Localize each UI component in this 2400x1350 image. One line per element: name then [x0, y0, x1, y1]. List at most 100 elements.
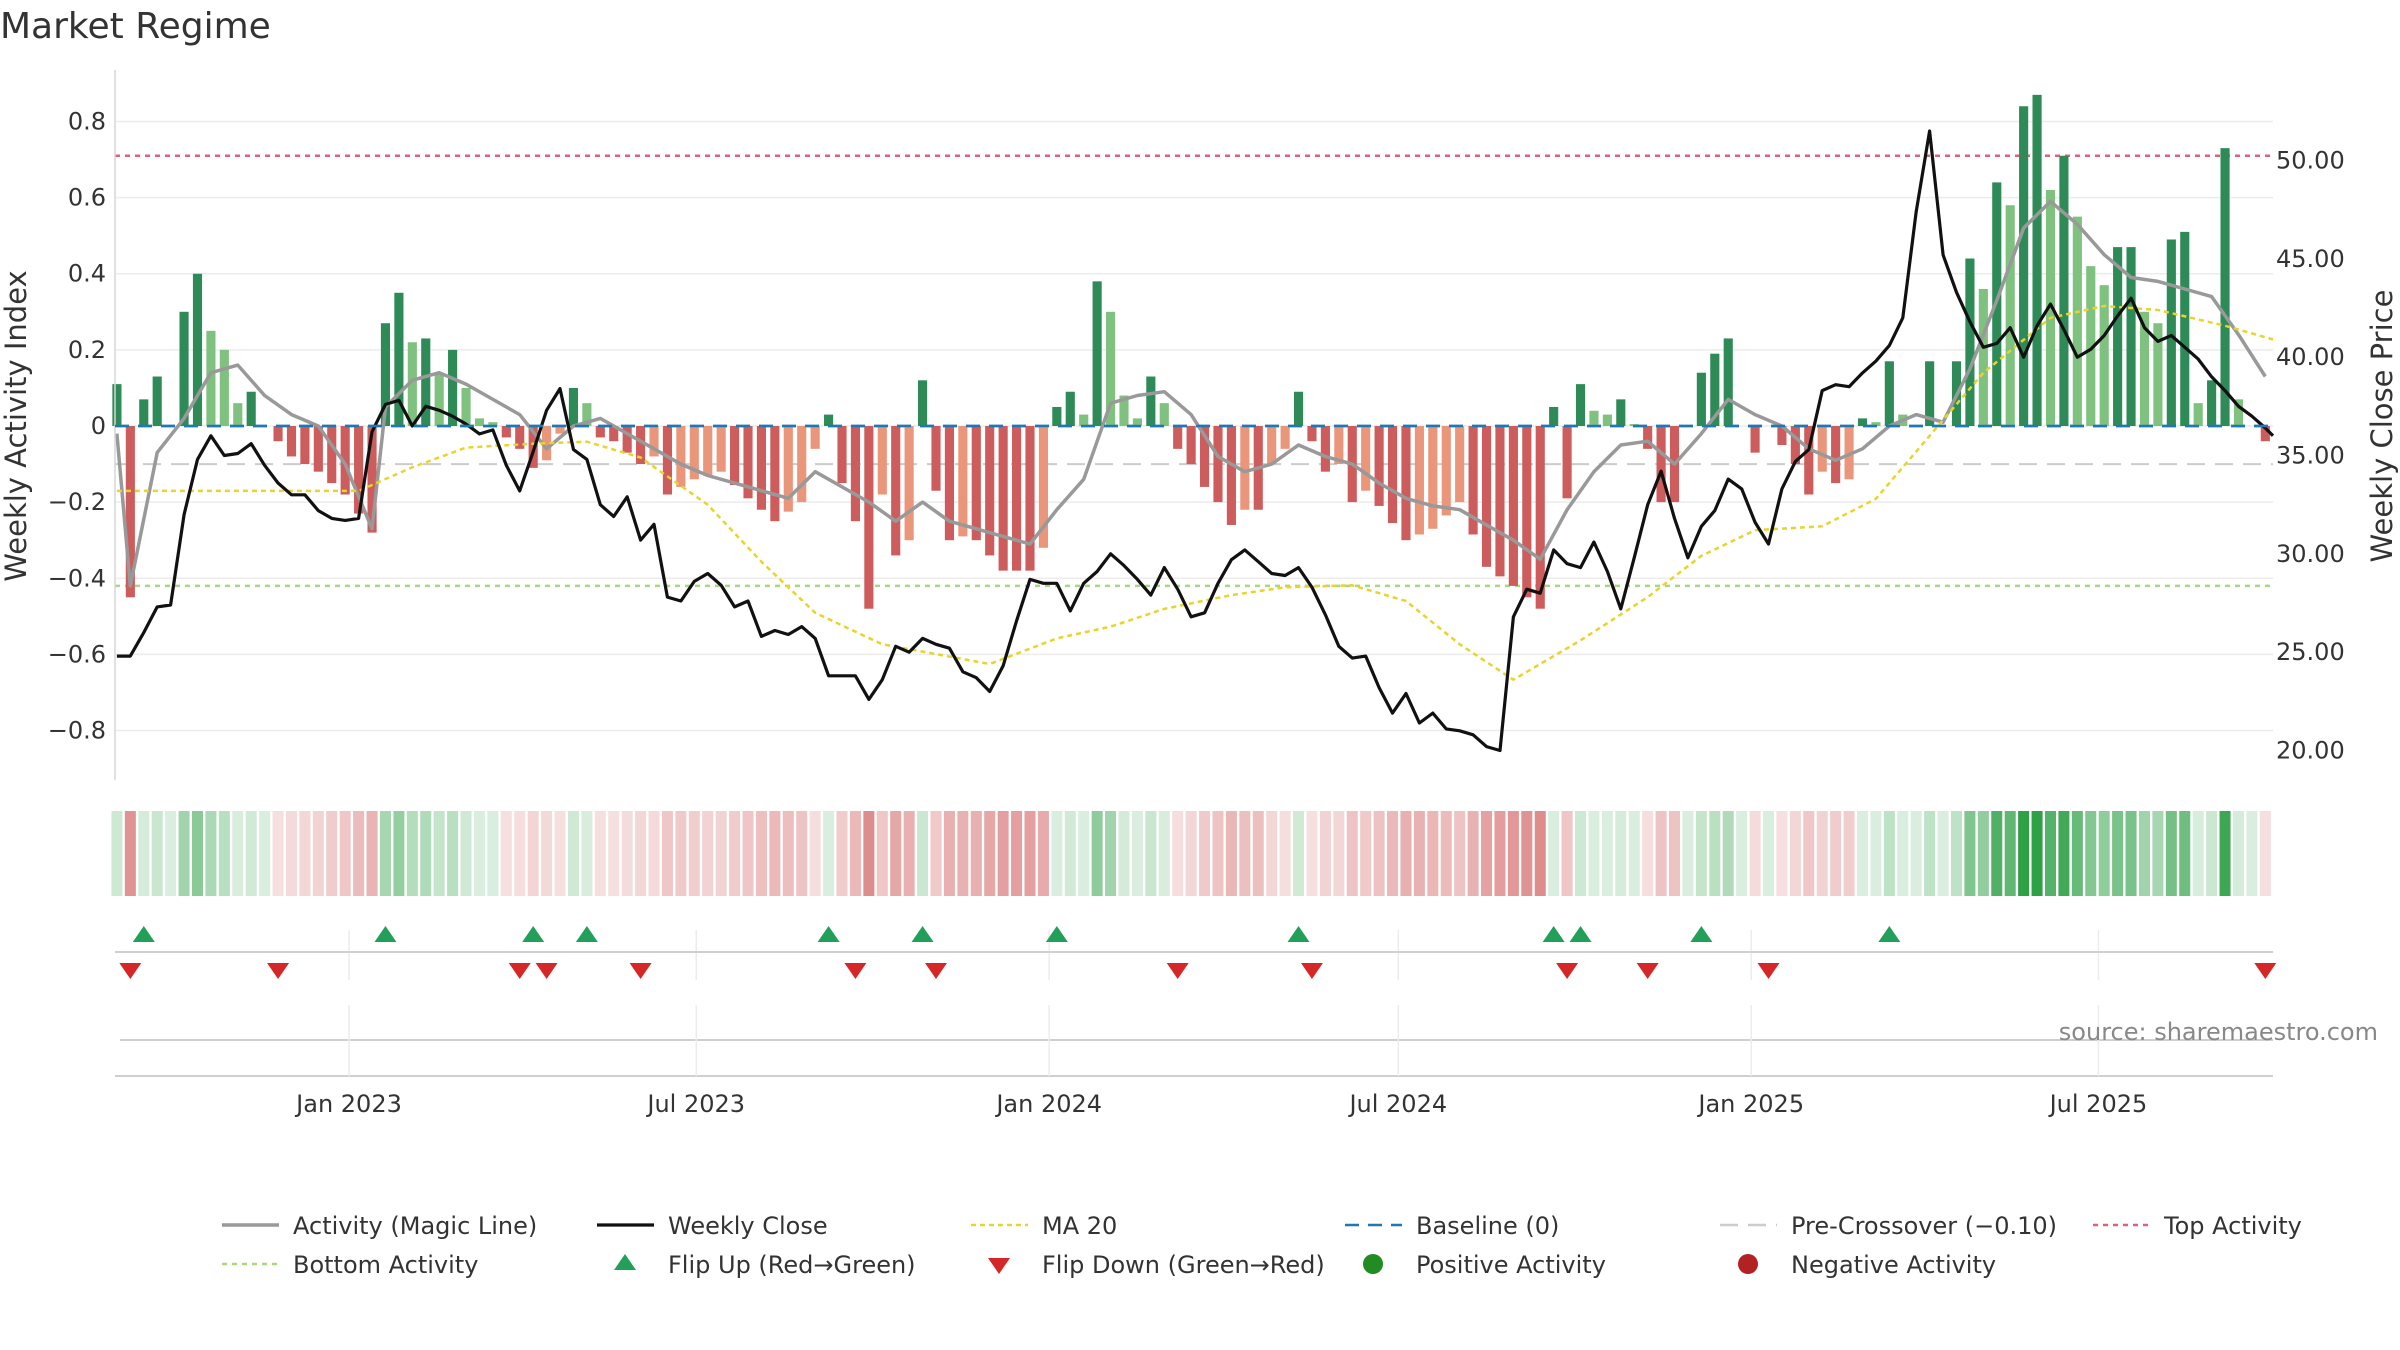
heat-strip-cell: [769, 811, 781, 896]
heat-strip-cell: [218, 811, 230, 896]
heat-strip-cell: [1481, 811, 1493, 896]
heat-strip-cell: [124, 811, 136, 896]
flip-down-marker: [1757, 963, 1780, 979]
heat-strip-cell: [917, 811, 929, 896]
activity-bar: [2045, 190, 2056, 426]
source-label: source: sharemaestro.com: [2059, 1018, 2378, 1046]
heat-strip-cell: [1225, 811, 1237, 896]
heat-strip-cell: [823, 811, 835, 896]
activity-bar: [770, 426, 780, 522]
flip-down-marker: [267, 963, 290, 979]
heat-strip-cell: [191, 811, 203, 896]
activity-bar: [1562, 426, 1572, 499]
legend-item-precross: Pre-Crossover (−0.10): [1720, 1212, 2057, 1240]
legend-item-neg: Negative Activity: [1738, 1251, 1996, 1279]
legend-swatch: [1738, 1254, 1758, 1274]
heat-strip-cell: [890, 811, 902, 896]
activity-bar: [152, 376, 162, 426]
heat-strip-cell: [1252, 811, 1264, 896]
flip-up-marker: [1045, 926, 1068, 942]
heat-strip-cell: [567, 811, 579, 896]
activity-bar: [2059, 155, 2069, 426]
flip-up-marker: [522, 926, 545, 942]
heat-strip-cell: [2058, 811, 2070, 896]
heat-strip-cell: [970, 811, 982, 896]
activity-bar: [1105, 311, 1116, 426]
heat-strip-cell: [2232, 811, 2244, 896]
activity-bar: [2072, 216, 2082, 426]
heat-strip-cell: [742, 811, 754, 896]
activity-bar: [1011, 426, 1022, 571]
activity-bar: [1589, 410, 1599, 426]
flip-down-marker: [535, 963, 558, 979]
heat-strip-cell: [554, 811, 566, 896]
heat-strip-cell: [661, 811, 673, 896]
heat-strip-cell: [205, 811, 217, 896]
x-tick-label: Jul 2024: [1347, 1090, 1447, 1118]
heat-strip-cell: [1803, 811, 1815, 896]
activity-bar: [1965, 258, 1975, 426]
heat-strip-cell: [447, 811, 459, 896]
heat-strip-cell: [1736, 811, 1748, 896]
ma20-line: [116, 304, 2274, 681]
heat-strip-cell: [2085, 811, 2097, 896]
y-left-tick-label: −0.8: [48, 717, 106, 745]
heat-strip-cell: [2246, 811, 2258, 896]
flip-up-marker: [911, 926, 934, 942]
heat-strip-cell: [299, 811, 311, 896]
activity-bar: [837, 426, 847, 484]
legend-label: Flip Down (Green→Red): [1042, 1251, 1325, 1279]
heat-strip-cell: [1521, 811, 1533, 896]
heat-strip-cell: [755, 811, 767, 896]
heat-strip-cell: [1091, 811, 1103, 896]
y-left-tick-label: −0.2: [48, 488, 106, 516]
heat-strip-cell: [178, 811, 190, 896]
activity-bar: [515, 426, 525, 449]
heat-strip-cell: [339, 811, 351, 896]
heat-strip-cell: [2219, 811, 2231, 896]
flip-up-marker: [575, 926, 598, 942]
activity-bar: [1468, 426, 1478, 535]
heat-strip-cell: [1789, 811, 1801, 896]
activity-bar: [1334, 426, 1344, 465]
y-right-axis-title: Weekly Close Price: [2365, 290, 2399, 563]
activity-bar: [609, 426, 619, 442]
axes: 0.8 0.6 0.4 0.2 0 −0.2 −0.4 −0.6 −0.8 50.00 45.00 4…: [0, 70, 2399, 780]
activity-bar: [662, 426, 673, 495]
activity-bar: [1871, 422, 1881, 426]
heat-strip-cell: [353, 811, 365, 896]
activity-bar: [179, 311, 189, 426]
flip-up-marker: [374, 926, 397, 942]
flip-down-marker: [508, 963, 531, 979]
activity-bar: [474, 418, 485, 426]
x-tick-label: Jan 2024: [994, 1090, 1102, 1118]
activity-bar: [985, 426, 995, 556]
activity-bar: [1092, 281, 1102, 426]
y-left-tick-label: 0.4: [68, 260, 106, 288]
activity-bar: [971, 426, 981, 541]
legend-item-pos: Positive Activity: [1363, 1251, 1606, 1279]
activity-bar: [1132, 418, 1142, 426]
heat-strip-cell: [366, 811, 378, 896]
flip-down-marker: [1556, 963, 1579, 979]
magic-line: [115, 199, 2267, 588]
activity-bar: [1750, 426, 1760, 453]
heat-strip-cell: [1051, 811, 1063, 896]
y-left-tick-label: 0.8: [68, 107, 106, 135]
heat-strip-cell: [1883, 811, 1895, 896]
legend-swatch: [1363, 1254, 1383, 1274]
activity-bar: [636, 426, 646, 465]
activity-bar: [2005, 205, 2015, 426]
heat-strip-cell: [1131, 811, 1143, 896]
legend-label: MA 20: [1042, 1212, 1117, 1240]
activity-bar: [1119, 395, 1129, 426]
heat-strip-cell: [2259, 811, 2271, 896]
activity-bar: [931, 426, 941, 491]
activity-bar: [1575, 384, 1586, 426]
activity-bar: [2139, 311, 2150, 426]
activity-bar: [1495, 426, 1505, 577]
activity-bar: [1656, 426, 1666, 503]
activity-bar: [286, 426, 297, 457]
legend-label: Baseline (0): [1416, 1212, 1559, 1240]
heat-strip-cell: [876, 811, 888, 896]
